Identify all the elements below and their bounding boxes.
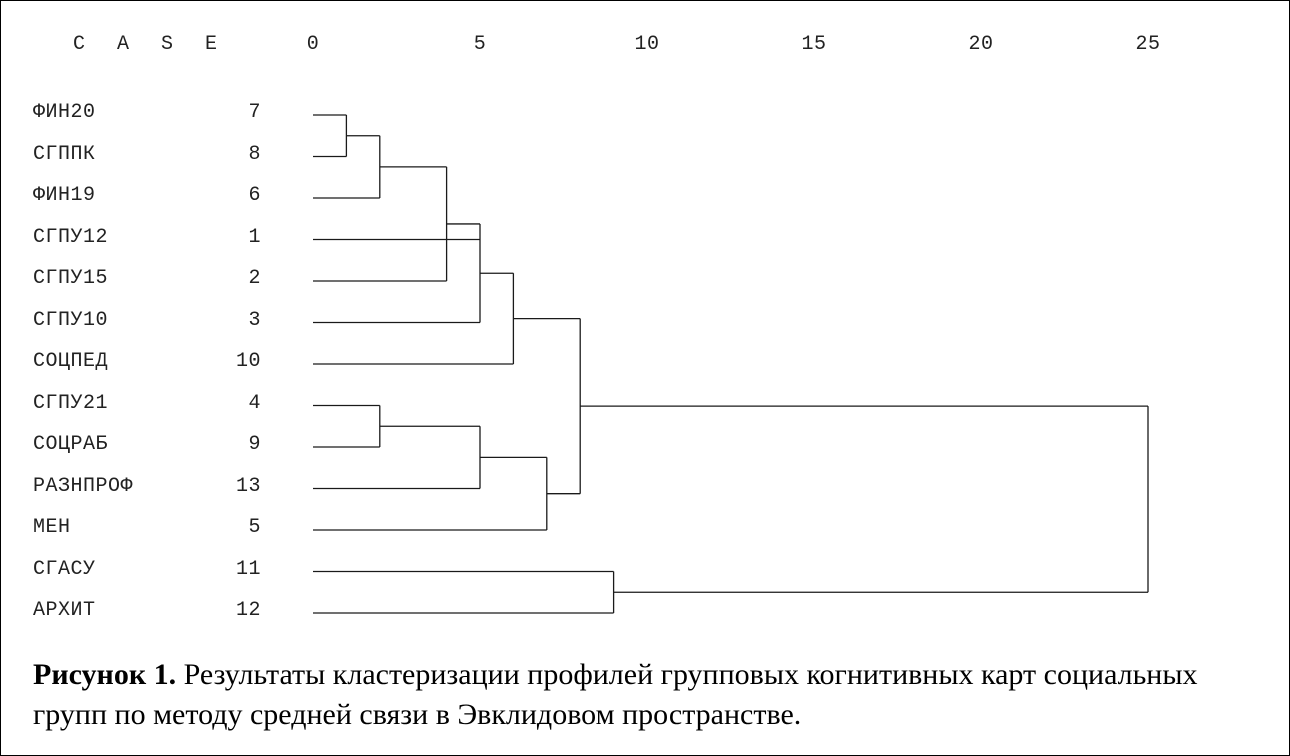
leaf-name: ФИН19 — [33, 184, 96, 207]
leaf-id: 1 — [248, 225, 261, 249]
leaf-name: СГПУ15 — [33, 267, 109, 290]
caption-text: Результаты кластеризации профилей группо… — [33, 658, 1198, 731]
caption-label: Рисунок 1. — [33, 658, 177, 691]
leaf-name: СГПУ21 — [33, 391, 109, 415]
leaf-name: СОЦРАБ — [33, 433, 109, 456]
axis-tick-15: 15 — [801, 33, 827, 56]
axis-tick-20: 20 — [968, 33, 994, 56]
leaf-name: РАЗНПРОФ — [33, 474, 134, 498]
leaf-name: МЕН — [33, 516, 71, 539]
leaf-id: 11 — [235, 557, 261, 581]
case-header: C A S E — [73, 33, 228, 56]
leaf-name: СГПУ12 — [33, 225, 109, 249]
axis-tick-5: 5 — [473, 33, 487, 56]
leaf-id: 2 — [248, 267, 261, 290]
axis-tick-10: 10 — [634, 33, 660, 56]
leaf-name: СГПУ10 — [33, 308, 109, 332]
leaf-name: СОЦПЕД — [33, 350, 109, 373]
leaf-id: 7 — [248, 101, 261, 124]
leaf-name: АРХИТ — [33, 599, 96, 622]
leaf-id: 12 — [235, 599, 261, 622]
leaf-name: ФИН20 — [33, 101, 96, 124]
leaf-id: 4 — [248, 391, 261, 415]
axis-tick-0: 0 — [306, 33, 320, 56]
leaf-id: 6 — [248, 184, 261, 207]
leaf-id: 10 — [235, 350, 261, 373]
figure-caption: Рисунок 1. Результаты кластеризации проф… — [33, 655, 1273, 735]
leaf-id: 5 — [248, 516, 261, 539]
leaf-id: 3 — [248, 308, 261, 332]
axis-tick-25: 25 — [1135, 33, 1161, 56]
leaf-name: СГППК — [33, 142, 96, 166]
leaf-name: СГАСУ — [33, 557, 96, 581]
dendrogram — [313, 114, 1149, 614]
leaf-id: 9 — [248, 433, 261, 456]
leaf-id: 13 — [235, 474, 261, 498]
leaf-id: 8 — [248, 142, 261, 166]
